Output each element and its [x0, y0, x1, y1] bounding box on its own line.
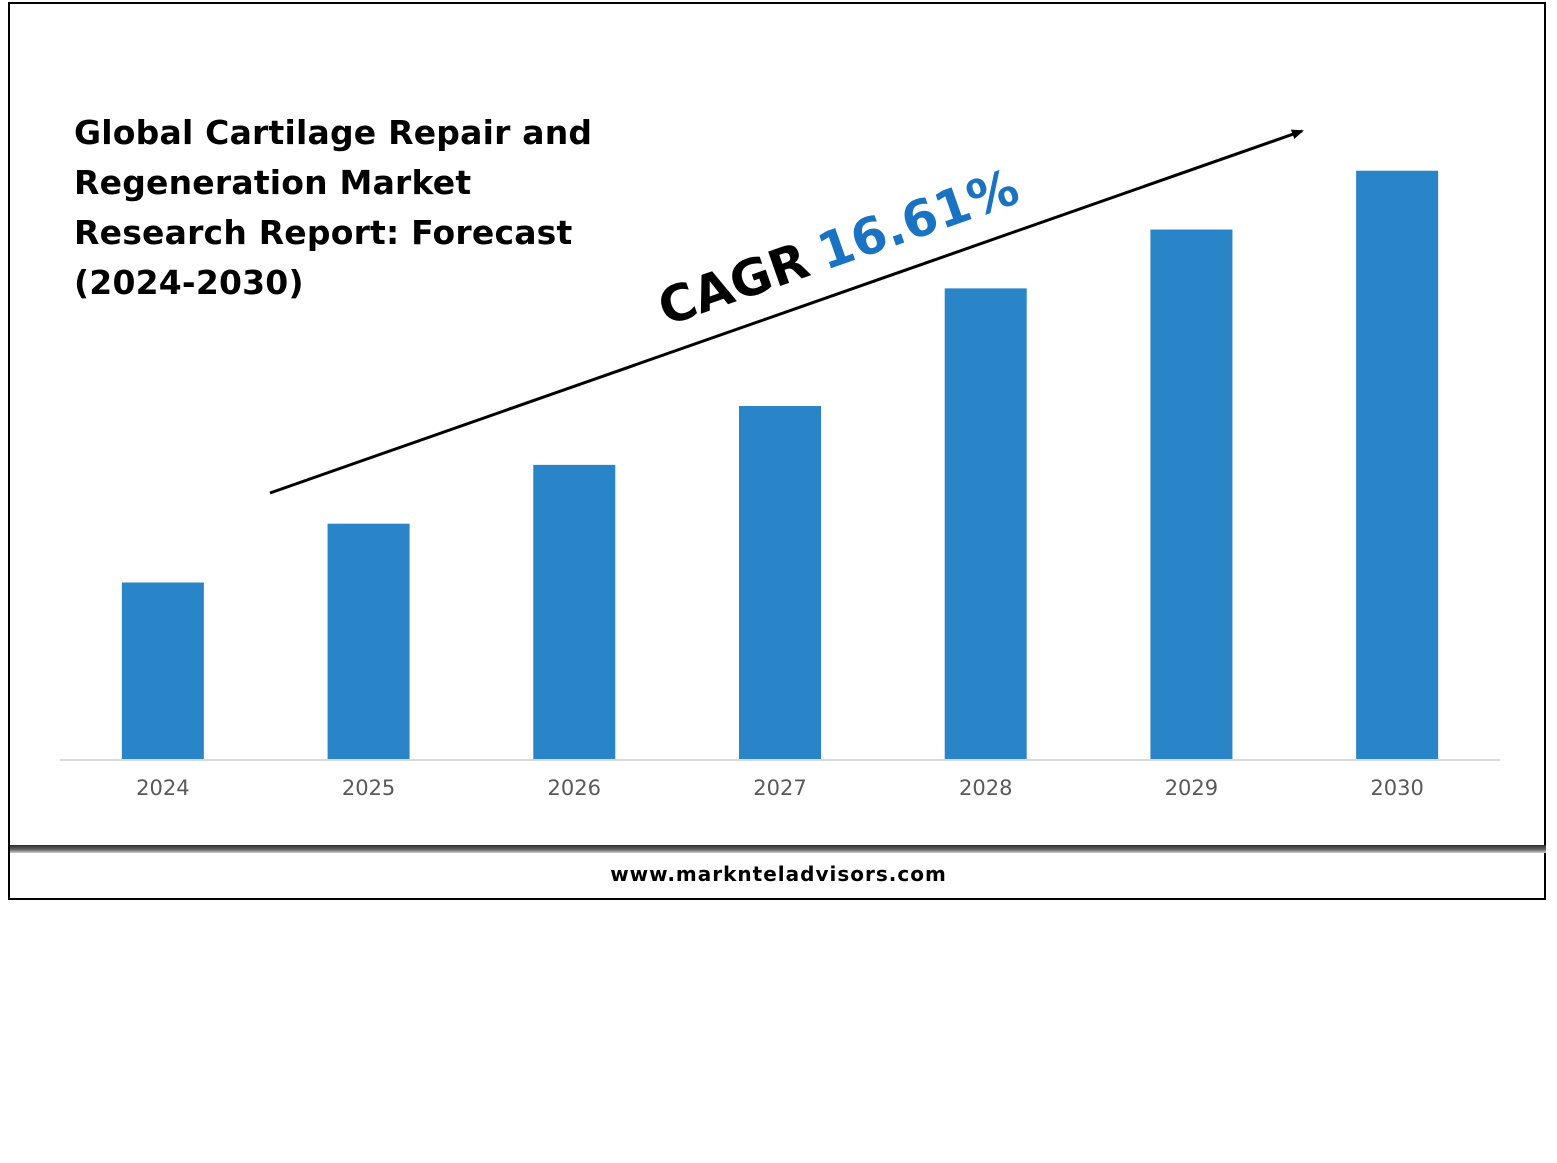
bar-2028	[944, 288, 1027, 759]
bar-2029	[1150, 229, 1233, 759]
bar-2025	[327, 523, 410, 759]
footer-website: www.marknteladvisors.com	[610, 862, 947, 886]
chart-title: Global Cartilage Repair and Regeneration…	[74, 113, 593, 302]
bar-2024	[121, 582, 204, 759]
x-tick-label-2025: 2025	[342, 776, 395, 800]
x-tick-label-2027: 2027	[753, 776, 806, 800]
x-tick-label-2026: 2026	[548, 776, 601, 800]
chart-frame	[8, 2, 1546, 900]
cagr-label: CAGR	[651, 231, 816, 337]
x-tick-label-2030: 2030	[1370, 776, 1423, 800]
bar-2027	[739, 406, 821, 759]
bar-2030	[1356, 170, 1439, 759]
cagr-trend-arrow	[269, 129, 1304, 495]
x-tick-label-2029: 2029	[1165, 776, 1218, 800]
footer-divider	[10, 845, 1546, 853]
x-tick-label-2024: 2024	[136, 776, 189, 800]
bar-2026	[533, 464, 616, 759]
cagr-value: 16.61%	[810, 158, 1026, 282]
x-tick-label-2028: 2028	[959, 776, 1012, 800]
